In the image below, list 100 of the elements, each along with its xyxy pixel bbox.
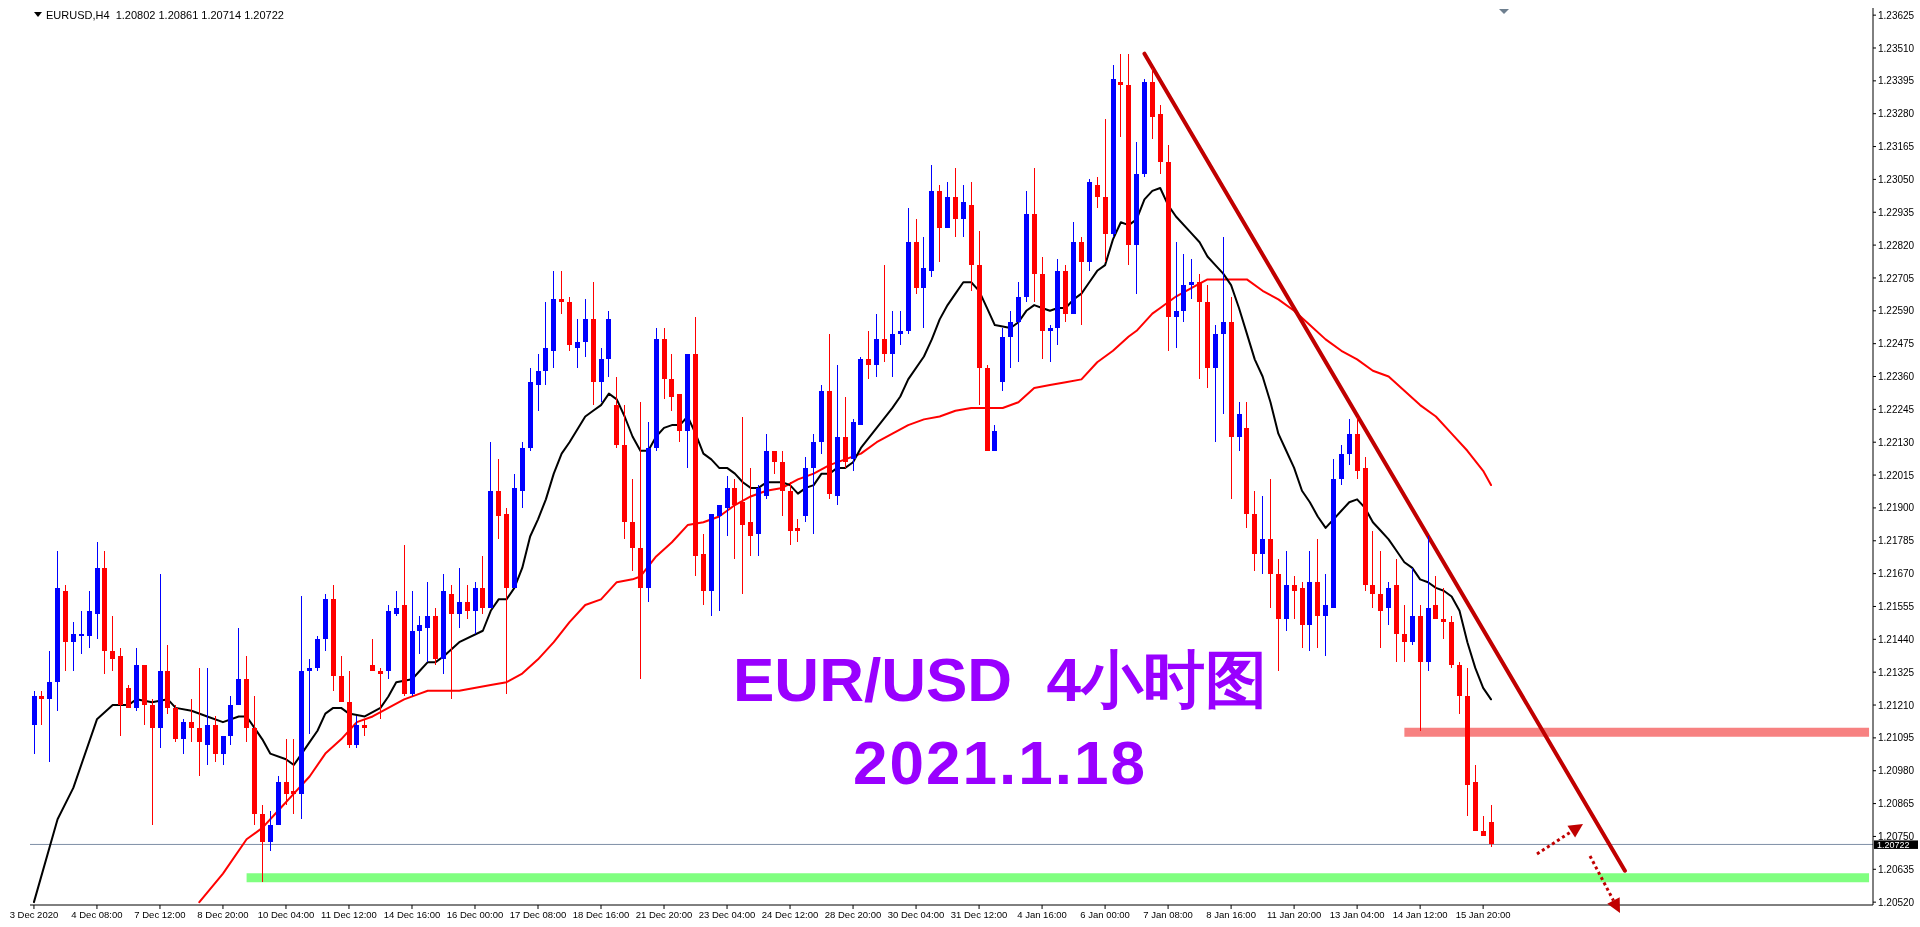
y-tick-label: 1.21440: [1878, 633, 1915, 645]
candlestick: [1386, 581, 1391, 626]
candlestick: [1079, 236, 1084, 326]
candlestick: [890, 310, 895, 378]
candlestick: [284, 738, 289, 806]
text: EUR/USD 4小时图: [733, 645, 1267, 715]
candlestick: [1292, 575, 1297, 620]
candlestick: [71, 621, 76, 672]
candlestick: [1221, 236, 1226, 415]
candlestick: [1433, 575, 1438, 620]
y-tick-label: 1.21785: [1878, 535, 1915, 547]
y-tick-label: 1.21210: [1878, 699, 1915, 711]
candlestick: [717, 504, 722, 612]
candlestick: [1402, 604, 1407, 663]
x-tick-label: 28 Dec 20:00: [824, 908, 882, 920]
candlestick: [425, 581, 430, 663]
y-tick-label: 1.22935: [1878, 206, 1915, 218]
candlestick: [39, 690, 44, 726]
x-tick-label: 18 Dec 16:00: [572, 908, 630, 920]
x-tick-label: 21 Dec 20:00: [635, 908, 693, 920]
y-tick-label: 1.20750: [1878, 830, 1915, 842]
text: 2021.1.18: [853, 728, 1147, 798]
candlestick: [1237, 401, 1242, 452]
y-tick-label: 1.23625: [1878, 9, 1915, 21]
candlestick: [473, 581, 478, 635]
x-tick-label: 7 Dec 12:00: [134, 908, 186, 920]
candlestick: [47, 650, 52, 763]
candlestick: [1008, 310, 1013, 369]
y-tick-label: 1.22705: [1878, 272, 1915, 284]
candlestick: [740, 416, 745, 595]
candlestick: [953, 167, 958, 238]
candlestick: [732, 478, 737, 560]
candlestick: [599, 347, 604, 403]
candlestick: [465, 584, 470, 620]
y-tick-label: 1.21325: [1878, 666, 1915, 678]
candlestick: [378, 667, 383, 720]
candlestick: [1489, 804, 1494, 848]
candlestick: [583, 298, 588, 358]
candlestick: [189, 698, 194, 743]
x-tick-label: 14 Jan 12:00: [1392, 908, 1448, 920]
candlestick: [150, 698, 155, 826]
candlestick: [961, 184, 966, 238]
y-tick-label: 1.23280: [1878, 108, 1915, 120]
annotation: EURUSD,H4 1.20802 1.20861 1.20714 1.20722: [46, 9, 284, 22]
x-tick-label: 6 Jan 00:00: [1080, 908, 1130, 920]
y-tick-label: 1.20520: [1878, 896, 1915, 908]
y-tick-label: 1.22820: [1878, 239, 1915, 251]
candlestick: [748, 467, 753, 557]
x-tick-label: 30 Dec 04:00: [887, 908, 945, 920]
x-tick-label: 23 Dec 04:00: [698, 908, 756, 920]
candlestick: [898, 310, 903, 346]
candlestick: [575, 318, 580, 369]
candlestick: [1378, 550, 1383, 649]
y-tick-label: 1.23050: [1878, 173, 1915, 185]
candlestick: [205, 667, 210, 766]
ref-line-label: 1.20722: [1877, 839, 1910, 850]
candlestick: [449, 584, 454, 700]
x-tick-label: 31 Dec 12:00: [950, 908, 1008, 920]
candlestick: [354, 715, 359, 749]
y-tick-label: 1.22590: [1878, 305, 1915, 317]
y-tick-label: 1.21670: [1878, 568, 1915, 580]
y-tick-label: 1.22360: [1878, 371, 1915, 383]
candlestick: [882, 264, 887, 363]
y-tick-label: 1.22015: [1878, 469, 1915, 481]
x-tick-label: 7 Jan 08:00: [1143, 908, 1193, 920]
y-tick-label: 1.23395: [1878, 75, 1915, 87]
candlestick: [1189, 258, 1194, 300]
candlestick: [1174, 241, 1179, 349]
x-tick-label: 3 Dec 2020: [9, 908, 59, 920]
x-tick-label: 8 Jan 16:00: [1206, 908, 1256, 920]
candlestick: [543, 301, 548, 386]
candlestick: [221, 735, 226, 766]
candlestick: [268, 810, 273, 852]
candlestick: [197, 667, 202, 777]
x-tick-label: 11 Jan 20:00: [1266, 908, 1322, 920]
y-tick-label: 1.22130: [1878, 436, 1915, 448]
candlestick: [181, 718, 186, 755]
candlestick: [1347, 418, 1352, 466]
candlestick: [795, 518, 800, 543]
x-tick-label: 14 Dec 16:00: [383, 908, 441, 920]
y-tick-label: 1.23165: [1878, 141, 1915, 153]
x-tick-label: 13 Jan 04:00: [1329, 908, 1385, 920]
candlestick: [417, 615, 422, 655]
x-tick-label: 4 Dec 08:00: [71, 908, 123, 920]
x-tick-label: 17 Dec 08:00: [509, 908, 567, 920]
y-tick-label: 1.20980: [1878, 765, 1915, 777]
candlestick: [291, 738, 296, 815]
candlestick: [1095, 176, 1100, 209]
candlestick: [394, 590, 399, 617]
y-tick-label: 1.22475: [1878, 338, 1915, 350]
x-tick-label: 11 Dec 12:00: [321, 908, 377, 920]
candlestick: [1441, 587, 1446, 640]
candlestick: [1048, 324, 1053, 363]
x-tick-label: 15 Jan 20:00: [1455, 908, 1511, 920]
candlestick: [1260, 495, 1265, 575]
candlestick: [1370, 530, 1375, 609]
x-tick-label: 16 Dec 00:00: [446, 908, 504, 920]
y-tick-label: 1.21555: [1878, 601, 1915, 613]
candlestick: [536, 353, 541, 412]
x-tick-label: 4 Jan 16:00: [1017, 908, 1067, 920]
